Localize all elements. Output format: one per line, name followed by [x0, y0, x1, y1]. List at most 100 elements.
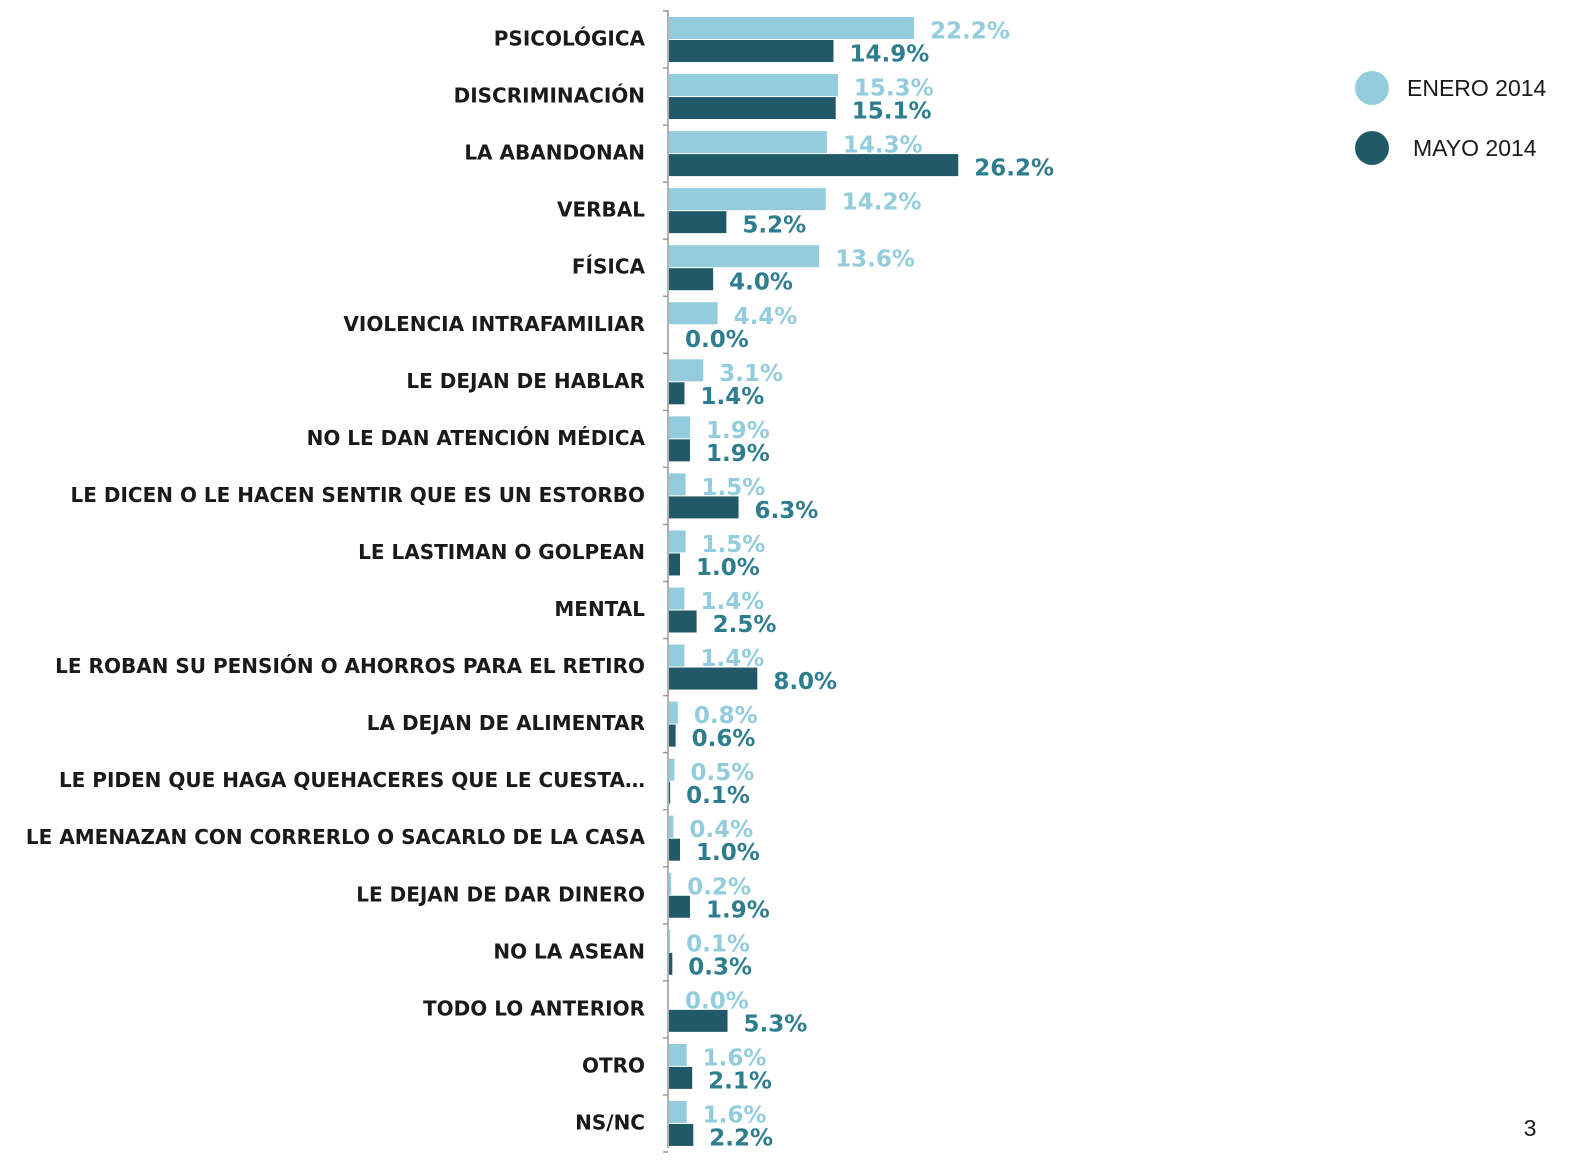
bar: [669, 724, 676, 747]
bar: [669, 496, 739, 519]
bar: [669, 40, 834, 62]
category-label: LE DICEN O LE HACEN SENTIR QUE ES UN EST…: [71, 483, 646, 507]
bar: [669, 382, 685, 405]
category-label: OTRO: [582, 1053, 645, 1077]
category-label: TODO LO ANTERIOR: [423, 996, 645, 1020]
category-label: DISCRIMINACIÓN: [454, 84, 645, 108]
category-label: LE ROBAN SU PENSIÓN O AHORROS PARA EL RE…: [55, 654, 645, 678]
bar: [669, 154, 959, 177]
bar: [669, 530, 686, 553]
page-number: 3: [1524, 1115, 1537, 1141]
value-label: 3.1%: [719, 361, 783, 387]
category-label: LA DEJAN DE ALIMENTAR: [367, 711, 645, 735]
bar: [669, 188, 826, 211]
value-label: 0.0%: [685, 327, 749, 353]
bar: [669, 667, 758, 690]
value-label: 1.9%: [706, 418, 770, 444]
value-label: 15.3%: [854, 76, 934, 102]
value-label: 0.6%: [692, 726, 756, 752]
value-label: 5.2%: [742, 213, 806, 239]
bar: [669, 439, 690, 462]
value-label: 4.0%: [729, 270, 793, 296]
bar: [669, 1009, 728, 1032]
bar: [669, 895, 690, 918]
value-label: 2.1%: [708, 1068, 772, 1094]
bar: [669, 1123, 694, 1146]
value-label: 1.4%: [700, 589, 764, 615]
value-label: 5.3%: [744, 1011, 808, 1037]
category-label: LA ABANDONAN: [464, 141, 645, 165]
bar: [669, 929, 671, 952]
category-label: FÍSICA: [572, 255, 646, 279]
bar: [669, 838, 681, 861]
value-label: 0.1%: [686, 783, 750, 809]
value-label: 0.2%: [687, 874, 751, 900]
value-label: 1.4%: [700, 384, 764, 410]
bar: [669, 701, 678, 724]
value-label: 26.2%: [974, 156, 1054, 182]
category-label: NS/NC: [575, 1110, 645, 1134]
legend-marker: [1355, 131, 1389, 165]
bar: [669, 553, 681, 576]
value-label: 0.3%: [688, 954, 752, 980]
bar: [669, 416, 690, 439]
value-label: 14.9%: [849, 42, 929, 68]
bar: [669, 758, 675, 781]
category-label: MENTAL: [554, 597, 645, 621]
value-label: 14.2%: [842, 190, 922, 216]
bar: [669, 359, 704, 382]
bar: [669, 473, 686, 496]
category-label: PSICOLÓGICA: [494, 27, 646, 51]
value-label: 4.4%: [734, 304, 798, 330]
category-label: LE LASTIMAN O GOLPEAN: [358, 540, 645, 564]
category-label: LE AMENAZAN CON CORRERLO O SACARLO DE LA…: [26, 825, 646, 849]
category-label: VIOLENCIA INTRAFAMILIAR: [343, 312, 645, 336]
value-label: 0.8%: [694, 703, 758, 729]
bar: [669, 97, 836, 120]
bar: [669, 587, 685, 610]
value-label: 15.1%: [852, 99, 932, 125]
category-label: NO LE DAN ATENCIÓN MÉDICA: [307, 426, 646, 450]
legend-marker: [1355, 71, 1389, 105]
category-label: VERBAL: [557, 198, 645, 222]
value-label: 0.1%: [686, 931, 750, 957]
value-label: 0.4%: [689, 817, 753, 843]
bar: [669, 1043, 687, 1066]
bar: [669, 17, 915, 39]
bar: [669, 872, 672, 895]
value-label: 1.6%: [703, 1045, 767, 1071]
value-label: 0.5%: [691, 760, 755, 786]
value-label: 2.2%: [709, 1125, 773, 1151]
category-label: LE DEJAN DE HABLAR: [406, 369, 645, 393]
value-label: 1.9%: [706, 441, 770, 467]
value-label: 1.9%: [706, 897, 770, 923]
bar: [669, 268, 714, 291]
bar: [669, 610, 697, 633]
bar: [669, 211, 727, 234]
value-label: 13.6%: [835, 247, 915, 273]
legend-label: MAYO 2014: [1413, 135, 1537, 161]
bar: [669, 302, 718, 325]
bar: [669, 1066, 693, 1089]
category-label: NO LA ASEAN: [493, 939, 645, 963]
bar: [669, 131, 827, 154]
value-label: 1.6%: [703, 1102, 767, 1128]
bar: [669, 644, 685, 667]
bar: [669, 815, 674, 838]
legend-label: ENERO 2014: [1407, 75, 1547, 101]
bar: [669, 781, 671, 804]
value-label: 22.2%: [930, 19, 1010, 45]
value-label: 1.0%: [696, 840, 760, 866]
category-label: LE DEJAN DE DAR DINERO: [356, 882, 645, 906]
value-label: 1.5%: [702, 532, 766, 558]
bar: [669, 1100, 687, 1123]
value-label: 8.0%: [773, 669, 837, 695]
bar: [669, 245, 820, 268]
bar: [669, 952, 673, 975]
category-label: LE PIDEN QUE HAGA QUEHACERES QUE LE CUES…: [59, 768, 645, 792]
value-label: 6.3%: [755, 498, 819, 524]
value-label: 1.0%: [696, 555, 760, 581]
value-label: 2.5%: [713, 612, 777, 638]
bar: [669, 74, 838, 97]
